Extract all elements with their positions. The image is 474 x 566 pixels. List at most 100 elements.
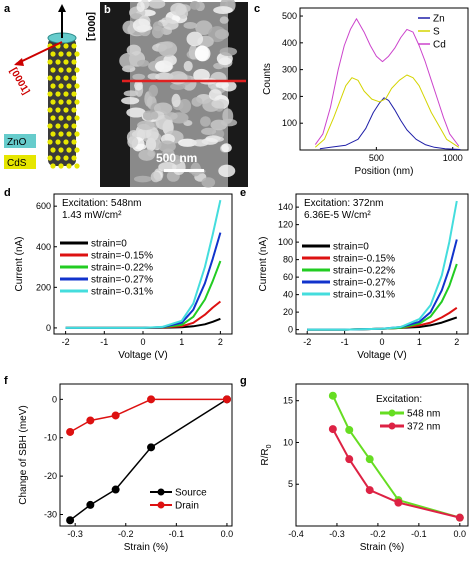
chart-f-sbh: -0.3 -0.2 -0.1 0.0 -30 -20 -10 0 Strain (%) Chang… [18, 383, 233, 553]
sem-grain [193, 68, 210, 82]
sem-grain [148, 0, 166, 9]
sem-grain [148, 84, 159, 98]
x-axis-label: Voltage (V) [357, 350, 406, 361]
series-line-Zn [319, 97, 461, 150]
cds-shell-dot [63, 75, 69, 81]
series-line-S [314, 74, 460, 148]
panel-letter-d: d [4, 187, 11, 199]
panel-letter-a: a [4, 3, 11, 15]
data-point [147, 443, 156, 452]
legend-label: S [433, 27, 440, 38]
legend-label: strain=-0.27% [91, 275, 153, 286]
sem-grain [219, 16, 229, 24]
x-tick-label: 2 [454, 337, 459, 347]
cds-shell-dot [66, 131, 72, 137]
y-tick-label: 300 [282, 65, 297, 75]
sem-grain [167, 154, 182, 165]
sem-grain [201, 177, 216, 188]
a-axis-arrowhead [14, 58, 24, 66]
annotation-line: Excitation: 372nm [304, 198, 384, 209]
x-axis-label: Voltage (V) [118, 350, 167, 361]
cds-legend-swatch [4, 155, 36, 169]
cds-shell-dot [55, 75, 61, 81]
x-tick-label: 1000 [443, 153, 463, 163]
x-tick-label: 0 [379, 337, 384, 347]
chart-d-iv-548: -2 -1 0 1 2 0 200 400 600 Voltage (V) Current (nA)… [14, 193, 233, 361]
sem-grain [200, 116, 211, 127]
legend-label: strain=-0.15% [333, 254, 395, 265]
y-axis-label: Current (nA) [14, 236, 25, 291]
cds-shell-dot [66, 115, 72, 121]
sem-grain [201, 127, 217, 136]
data-point [222, 395, 231, 404]
sem-grain [183, 21, 198, 29]
sem-grain [171, 93, 181, 108]
sem-grain [219, 47, 238, 57]
sem-grain [137, 59, 149, 67]
data-point [147, 395, 156, 404]
scale-bar-label: 500 nm [156, 151, 197, 165]
legend-label: Zn [433, 14, 445, 25]
data-point [365, 455, 374, 464]
cds-shell-dot [66, 147, 72, 153]
data-point [345, 425, 354, 434]
legend-label: Drain [175, 501, 199, 512]
sem-grain [146, 126, 159, 142]
data-point [111, 411, 120, 420]
data-point [365, 486, 374, 495]
sem-grain [132, 73, 146, 81]
y-tick-label: 200 [282, 91, 297, 101]
cds-shell-dot [63, 91, 69, 97]
legend-label: strain=-0.22% [91, 263, 153, 274]
y-tick-label: 140 [278, 202, 293, 212]
legend-label: strain=0 [91, 239, 127, 250]
legend-label: strain=0 [333, 242, 369, 253]
data-point [86, 500, 95, 509]
x-tick-label: -0.4 [288, 529, 304, 539]
annotation-line: Excitation: 548nm [62, 198, 142, 209]
cds-shell-dot [50, 83, 56, 89]
panel-letter-c: c [254, 3, 260, 15]
c-axis-label: [0001] [85, 12, 96, 41]
y-tick-label: 20 [283, 307, 293, 317]
scale-bar [164, 169, 204, 172]
x-tick-label: -2 [303, 337, 311, 347]
panel-a: a [0001] [0001] ZnO CdS [4, 3, 96, 169]
y-tick-label: 120 [278, 220, 293, 230]
y-tick-label: 600 [36, 201, 51, 211]
sem-grain [158, 41, 178, 57]
y-tick-label: 400 [36, 242, 51, 252]
sem-grain [121, 96, 140, 105]
cds-shell-dot [63, 107, 69, 113]
x-tick-label: 1 [417, 337, 422, 347]
data-point [328, 391, 337, 400]
y-tick-label: -10 [44, 433, 57, 443]
series-line-Drain [69, 398, 227, 433]
sem-grain [183, 60, 193, 72]
cds-shell-dot [58, 83, 64, 89]
cds-shell-dot [74, 131, 80, 137]
cds-shell-dot [63, 59, 69, 65]
cds-shell-dot [55, 91, 61, 97]
x-tick-label: 500 [369, 153, 384, 163]
y-tick-label: 100 [282, 118, 297, 128]
cds-shell-dot [47, 155, 53, 161]
cds-shell-dot [58, 147, 64, 153]
cds-shell-dot [63, 43, 69, 49]
plot-frame [299, 7, 469, 151]
sem-grain [137, 120, 155, 131]
cds-shell-dot [58, 67, 64, 73]
data-point [345, 455, 354, 464]
y-tick-label: 500 [282, 11, 297, 21]
cds-shell-dot [66, 99, 72, 105]
data-point [394, 498, 403, 507]
y-tick-label: 60 [283, 272, 293, 282]
sem-grain [169, 83, 186, 91]
series-line-strain=-0.31% [65, 199, 222, 329]
cds-shell-dot [58, 115, 64, 121]
cds-shell-dot [74, 115, 80, 121]
cds-shell-dot [50, 115, 56, 121]
y-tick-label: 40 [283, 290, 293, 300]
